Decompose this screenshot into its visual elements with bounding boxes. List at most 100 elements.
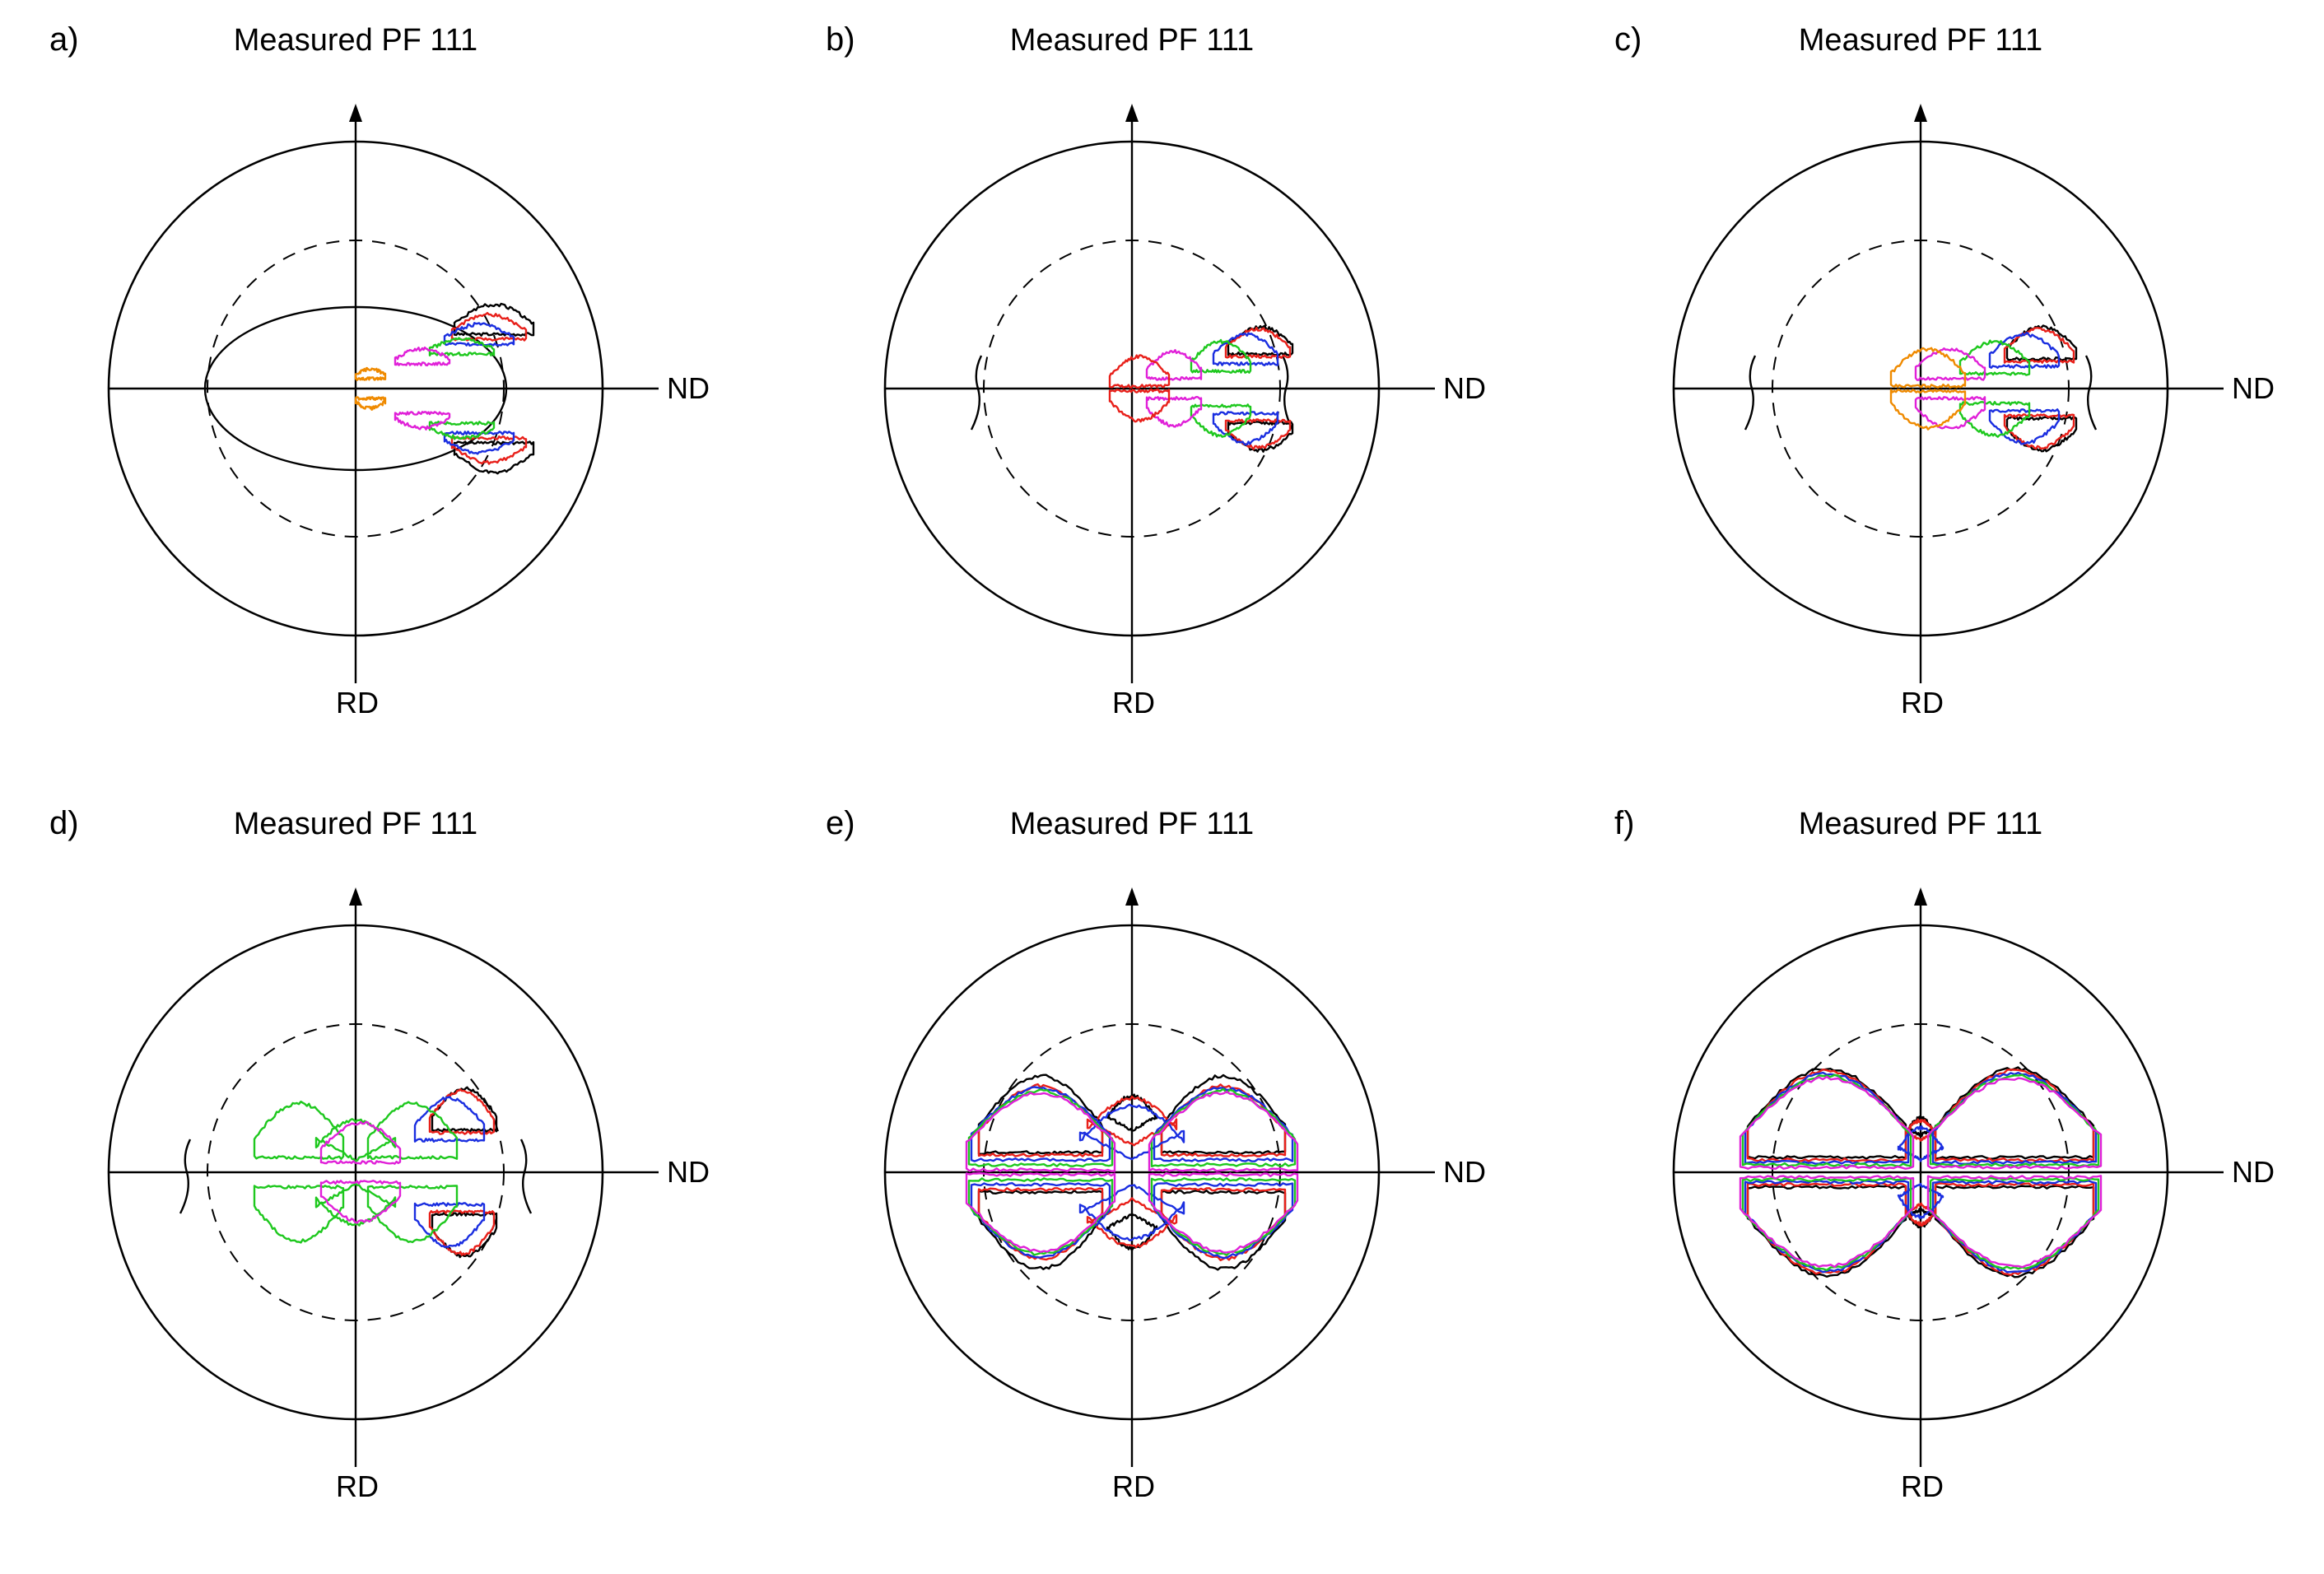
contour-line — [1958, 401, 2031, 438]
contour-line — [1106, 1093, 1158, 1133]
contour-line — [253, 1101, 345, 1160]
contour-line — [319, 1120, 402, 1165]
contour-line — [1889, 347, 1967, 389]
contour-line — [1929, 1177, 2100, 1270]
contour-line — [203, 305, 508, 472]
contour-level-6 — [354, 366, 387, 411]
contour-line — [354, 396, 387, 411]
contour-line — [354, 366, 387, 381]
contour-line — [1160, 1083, 1287, 1157]
contour-level-3 — [443, 322, 515, 455]
contour-line — [443, 322, 515, 347]
pole-figure-panel-f: f) Measured PF 111 ND RD — [1565, 784, 2324, 1571]
contour-level-1 — [203, 302, 535, 475]
contour-line — [1145, 349, 1203, 381]
contour-line — [413, 1202, 486, 1249]
contour-line — [1148, 1172, 1299, 1254]
contour-line — [1108, 389, 1171, 423]
axis-arrowhead — [1125, 104, 1139, 122]
contour-level-6 — [1889, 347, 1967, 431]
panel-letter: e) — [826, 805, 855, 841]
nd-label: ND — [667, 371, 710, 405]
contour-line — [319, 1180, 402, 1224]
contour-line — [1958, 339, 2031, 376]
pole-figure-panel-c: c) Measured PF 111 ND RD — [1565, 0, 2324, 787]
contour-line — [453, 440, 535, 475]
pole-figure-panel-b: b) Measured PF 111 ND RD — [776, 0, 1550, 787]
panel-title: Measured PF 111 — [1009, 807, 1255, 841]
axis-arrowhead — [349, 104, 362, 122]
nd-label: ND — [2232, 371, 2275, 405]
pole-figure-plot — [1672, 104, 2224, 683]
contour-line — [1227, 324, 1294, 356]
contour-line — [970, 355, 983, 431]
panel-title: Measured PF 111 — [1009, 23, 1255, 58]
contour-line — [1934, 1185, 2095, 1278]
rd-label: RD — [1901, 1469, 1944, 1503]
nd-label: ND — [1443, 371, 1486, 405]
contour-line — [1914, 396, 1986, 430]
nd-label: ND — [667, 1155, 710, 1189]
contour-line — [1739, 1075, 1915, 1170]
contour-line — [2005, 324, 2078, 361]
axis-arrowhead — [1125, 887, 1139, 906]
contour-line — [1160, 1073, 1287, 1155]
contour-line — [1746, 1182, 1907, 1275]
pole-figure-plot — [883, 887, 1435, 1467]
panel-title: Measured PF 111 — [233, 23, 478, 58]
panel-letter: c) — [1614, 21, 1642, 58]
nd-label: ND — [1443, 1155, 1486, 1189]
contour-line — [1160, 1190, 1287, 1271]
contour-line — [428, 421, 496, 440]
contour-line — [1931, 1071, 2098, 1165]
contour-line — [1145, 396, 1203, 428]
contour-line — [1744, 1180, 1910, 1274]
contour-line — [1889, 389, 1967, 431]
contour-line — [413, 1096, 486, 1143]
rd-label: RD — [1112, 686, 1155, 719]
contour-line — [1190, 403, 1252, 438]
pole-figure-plot — [883, 104, 1435, 683]
contour-line — [253, 1185, 345, 1244]
contour-line — [1190, 338, 1252, 374]
panel-letter: d) — [49, 805, 79, 841]
contour-line — [366, 1101, 459, 1160]
contour-line — [428, 1209, 496, 1256]
contour-line — [428, 337, 496, 356]
contour-line — [1212, 411, 1279, 446]
panel-letter: f) — [1614, 805, 1635, 841]
contour-level-4 — [253, 1101, 459, 1244]
pole-figure-panel-d: d) Measured PF 111 ND RD — [0, 784, 774, 1571]
contour-level-1 — [1746, 1066, 2095, 1278]
contour-level-5 — [965, 1091, 1299, 1254]
pole-figure-plot — [107, 887, 659, 1467]
contour-line — [314, 1182, 397, 1227]
contour-line — [967, 1177, 1114, 1256]
contour-level-4 — [428, 337, 496, 440]
contour-level-6 — [1108, 354, 1171, 423]
contour-line — [2084, 355, 2098, 431]
rd-label: RD — [1112, 1469, 1155, 1503]
contour-line — [1741, 1177, 1912, 1272]
contour-line — [1160, 1187, 1287, 1262]
contour-line — [1086, 1197, 1178, 1249]
pole-figure-plot — [1672, 887, 2224, 1467]
contour-line — [1934, 1182, 2095, 1276]
contour-level-5 — [394, 346, 451, 431]
contour-line — [314, 1118, 397, 1162]
contour-line — [1086, 1095, 1178, 1147]
contour-level-3 — [1212, 332, 1279, 446]
contour-line — [1988, 408, 2061, 445]
contour-level-5 — [319, 1120, 402, 1224]
contour-line — [1904, 1202, 1937, 1227]
contour-line — [965, 1172, 1116, 1253]
contour-line — [977, 1083, 1104, 1157]
contour-line — [1746, 1069, 1907, 1162]
rd-label: RD — [1901, 686, 1944, 719]
contour-line — [394, 411, 451, 431]
contour-level-4 — [1190, 338, 1252, 438]
contour-line — [1106, 1213, 1158, 1251]
contour-line — [2003, 327, 2075, 364]
contour-line — [394, 346, 451, 366]
axis-arrowhead — [1914, 104, 1927, 122]
